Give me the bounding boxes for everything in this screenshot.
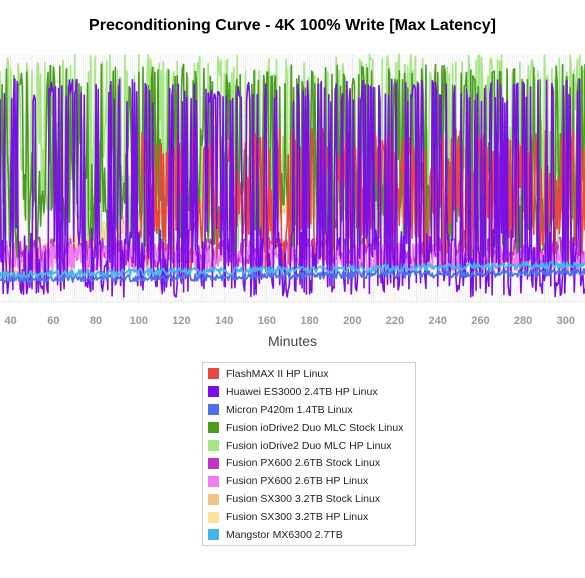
legend-item[interactable]: Fusion ioDrive2 Duo MLC Stock Linux [203, 419, 415, 437]
legend-label: Fusion PX600 2.6TB HP Linux [226, 475, 369, 488]
legend-label: Micron P420m 1.4TB Linux [226, 403, 353, 416]
legend-label: Fusion PX600 2.6TB Stock Linux [226, 457, 381, 470]
x-tick-label: 240 [429, 315, 447, 327]
legend-swatch [208, 457, 219, 469]
chart-title: Preconditioning Curve - 4K 100% Write [M… [89, 17, 496, 34]
series-line-1 [0, 78, 585, 298]
x-tick-label: 280 [514, 315, 532, 327]
legend-label: FlashMAX II HP Linux [226, 367, 329, 380]
plot-area: 40 60 80 100 120 140 160 180 200 220 240 260 280 300 [0, 53, 585, 327]
legend-swatch [208, 511, 219, 523]
x-axis-label: Minutes [267, 333, 318, 349]
legend-item[interactable]: Mangstor MX6300 2.7TB [203, 526, 415, 544]
x-tick-labels: 40 60 80 100 120 140 160 180 200 220 240 260 280 300 [5, 315, 575, 327]
legend-swatch [208, 475, 219, 487]
legend: FlashMAX II HP Linux Huawei ES3000 2.4TB … [202, 362, 416, 546]
x-tick-label: 160 [258, 315, 276, 327]
x-tick-label: 60 [47, 315, 59, 327]
legend-item[interactable]: Fusion PX600 2.6TB Stock Linux [203, 454, 415, 472]
legend-item[interactable]: Micron P420m 1.4TB Linux [203, 401, 415, 419]
x-tick-label: 220 [386, 315, 404, 327]
series-line-2 [0, 267, 585, 284]
x-tick-label: 200 [343, 315, 361, 327]
x-tick-label: 140 [215, 315, 233, 327]
legend-label: Huawei ES3000 2.4TB HP Linux [226, 385, 378, 398]
legend-swatch [208, 440, 219, 451]
x-tick-label: 180 [300, 315, 318, 327]
legend-item[interactable]: Fusion PX600 2.6TB HP Linux [203, 472, 415, 490]
x-tick-label: 100 [130, 315, 148, 327]
legend-swatch [208, 368, 219, 380]
series-lines [0, 53, 585, 298]
legend-item[interactable]: Huawei ES3000 2.4TB HP Linux [203, 383, 415, 401]
x-tick-label: 300 [557, 315, 575, 327]
x-tick-label: 260 [471, 315, 489, 327]
legend-label: Fusion SX300 3.2TB HP Linux [226, 511, 369, 524]
legend-item[interactable]: FlashMAX II HP Linux [203, 365, 415, 383]
legend-item[interactable]: Fusion SX300 3.2TB HP Linux [203, 508, 415, 526]
legend-label: Fusion ioDrive2 Duo MLC Stock Linux [226, 421, 404, 434]
legend-swatch [208, 386, 219, 398]
legend-swatch [208, 404, 219, 416]
series-line-9 [0, 261, 585, 280]
legend-label: Mangstor MX6300 2.7TB [226, 528, 343, 541]
x-tick-label: 80 [90, 315, 102, 327]
legend-swatch [208, 493, 219, 505]
legend-item[interactable]: Fusion ioDrive2 Duo MLC HP Linux [203, 437, 415, 455]
legend-item[interactable]: Fusion SX300 3.2TB Stock Linux [203, 490, 415, 508]
legend-label: Fusion SX300 3.2TB Stock Linux [226, 493, 381, 506]
x-tick-label: 120 [172, 315, 190, 327]
legend-label: Fusion ioDrive2 Duo MLC HP Linux [226, 439, 392, 452]
x-tick-label: 40 [5, 315, 17, 327]
legend-swatch [208, 422, 219, 434]
legend-swatch [208, 529, 219, 541]
